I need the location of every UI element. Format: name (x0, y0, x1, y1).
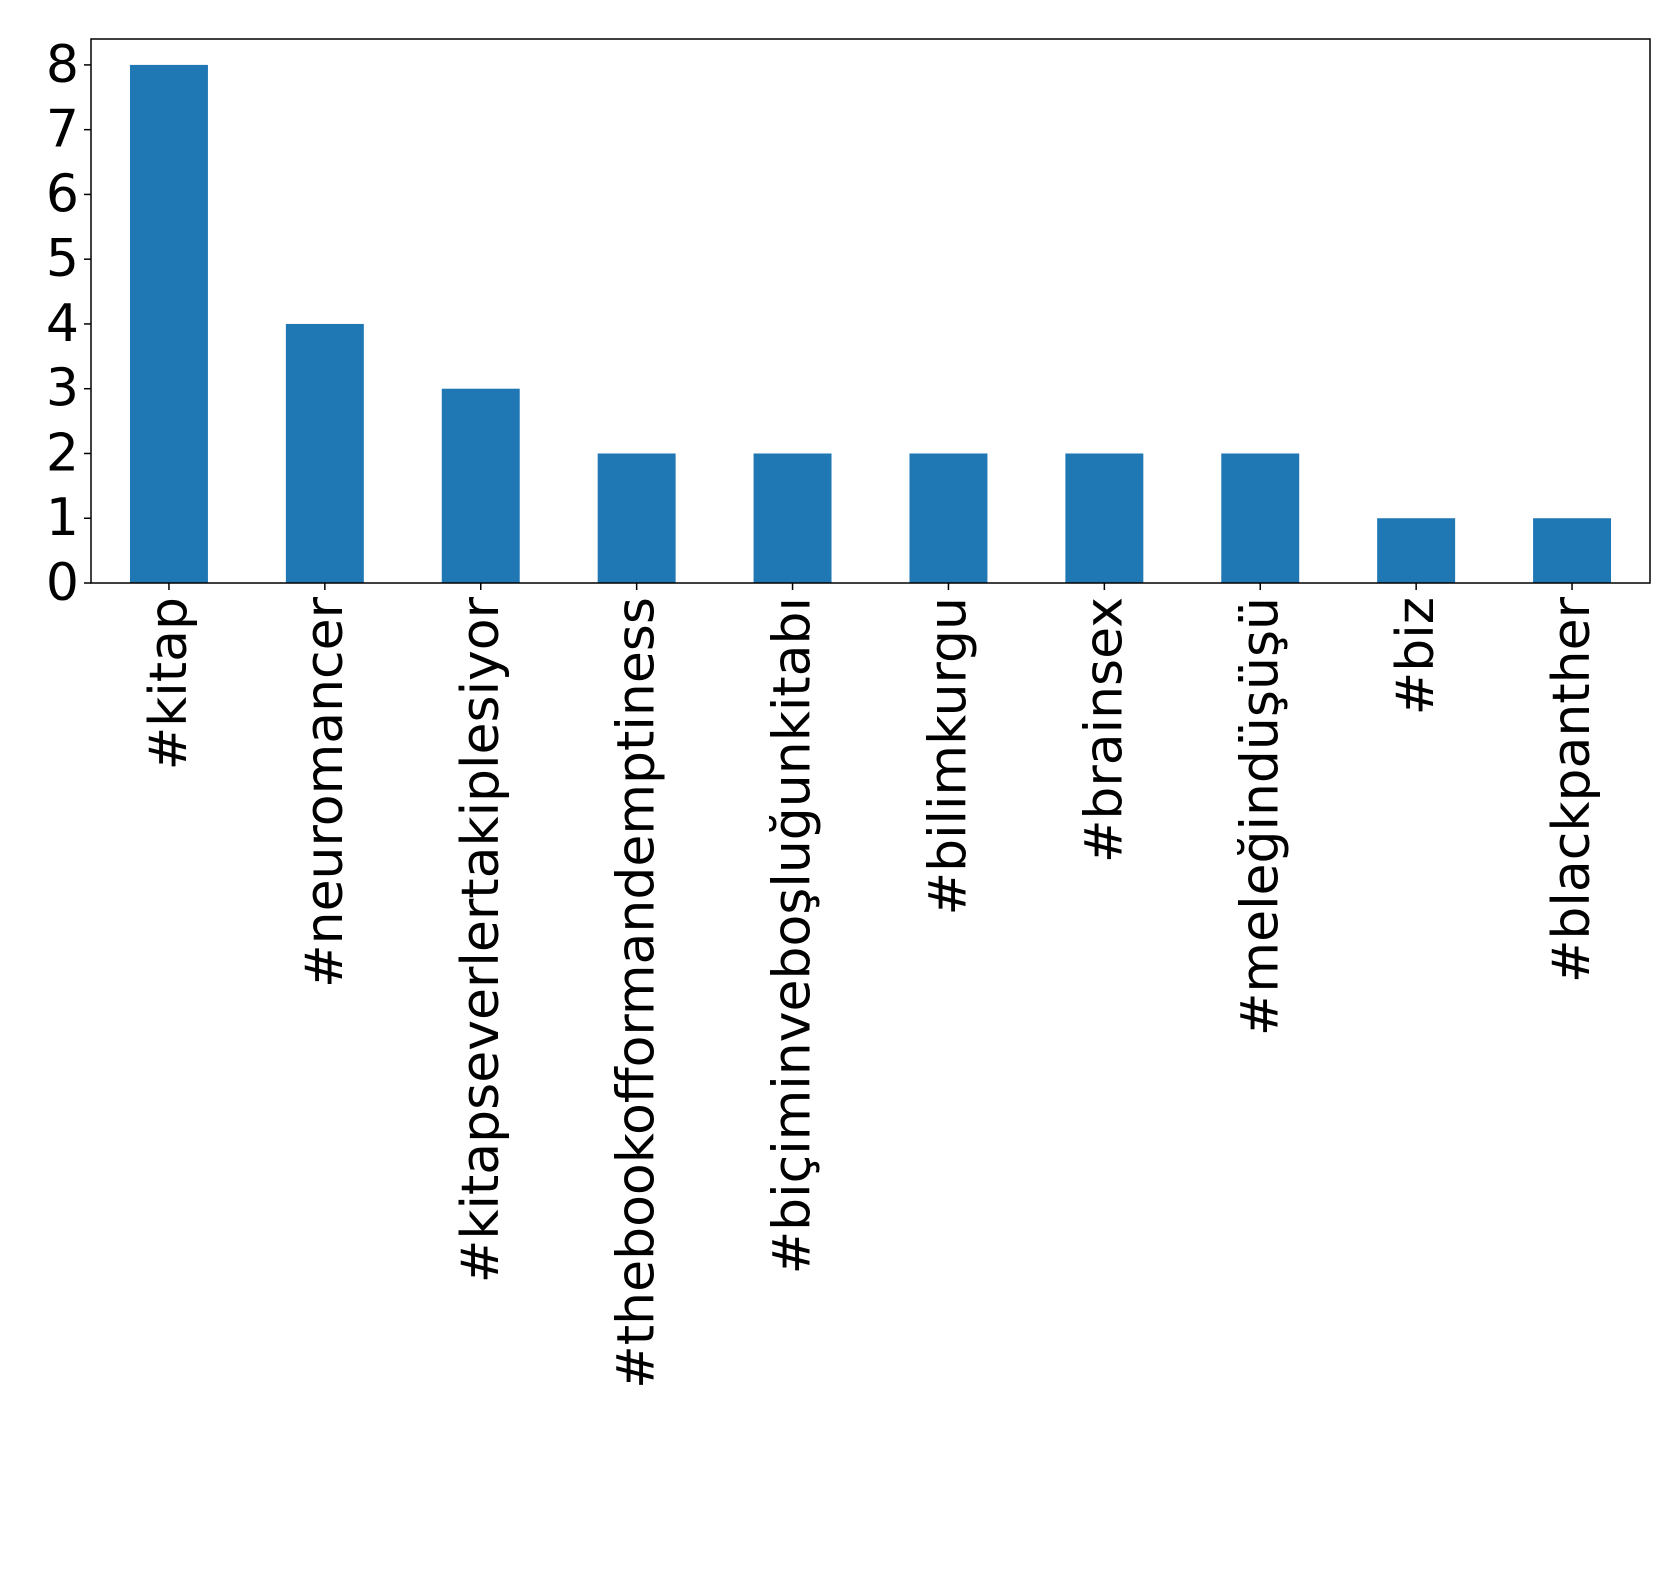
x-tick-label-0: #kitap (139, 597, 199, 770)
bar-6 (1065, 453, 1144, 583)
y-tick-label-8: 8 (46, 35, 79, 95)
plot-frame (90, 38, 1651, 584)
x-tick-label-1: #neuromancer (295, 596, 355, 988)
x-tick-label-2: #kitapseverlertakiplesiyor (451, 596, 511, 1283)
bar-5 (909, 453, 988, 583)
bars-layer (129, 64, 1612, 583)
bar-9 (1533, 518, 1612, 583)
bar-4 (753, 453, 832, 583)
bar-8 (1377, 518, 1456, 583)
y-tick-label-0: 0 (46, 553, 79, 613)
y-tick-label-3: 3 (46, 359, 79, 419)
bar-0 (129, 64, 208, 583)
y-tick-label-7: 7 (46, 100, 79, 160)
x-tick-label-7: #meleğindüşüşü (1230, 597, 1290, 1036)
x-tick-label-8: #biz (1386, 597, 1446, 715)
x-tick-label-4: #biçiminveboşluğunkitabı (763, 597, 823, 1274)
bar-7 (1221, 453, 1300, 583)
y-tick-label-2: 2 (46, 423, 79, 483)
bar-1 (285, 323, 364, 583)
bar-2 (441, 388, 520, 583)
x-tick-label-9: #blackpanther (1542, 596, 1602, 983)
y-tick-label-5: 5 (46, 229, 79, 289)
y-tick-label-1: 1 (46, 488, 79, 548)
x-tick-label-3: #thebookofformandemptiness (607, 597, 667, 1389)
y-tick-label-4: 4 (46, 294, 79, 354)
x-tick-label-5: #bilimkurgu (918, 597, 978, 915)
bar-3 (597, 453, 676, 583)
x-tick-label-6: #brainsex (1074, 597, 1134, 863)
y-tick-label-6: 6 (46, 164, 79, 224)
x-axis: #kitap #neuromancer #kitapseverlertakiples… (139, 583, 1602, 1389)
